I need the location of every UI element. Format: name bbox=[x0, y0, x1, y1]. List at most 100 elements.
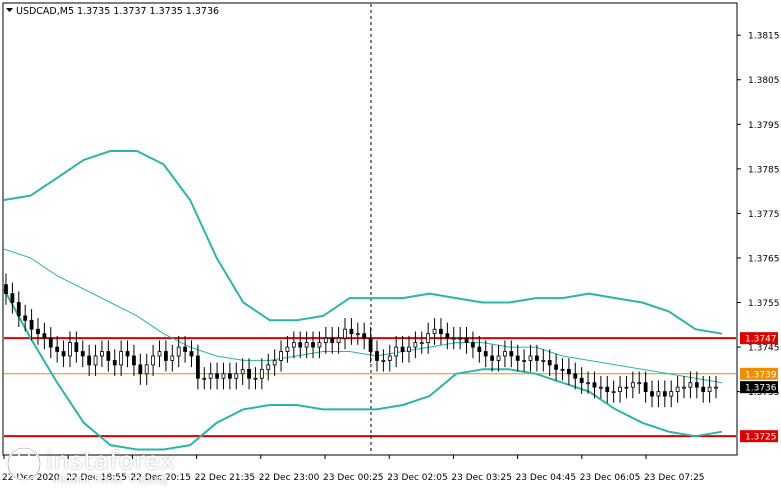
candle bbox=[4, 273, 8, 305]
candle bbox=[573, 362, 578, 390]
candle bbox=[132, 344, 136, 377]
candle bbox=[471, 331, 475, 359]
candle bbox=[10, 282, 15, 314]
bollinger-bands bbox=[3, 150, 723, 451]
candle bbox=[176, 335, 181, 368]
candle bbox=[55, 335, 60, 363]
price-label-bg-current bbox=[740, 381, 778, 394]
symbol-header: USDCAD,M5 1.3735 1.3737 1.3735 1.3736 bbox=[16, 6, 219, 17]
candle bbox=[707, 376, 712, 403]
candle bbox=[490, 344, 495, 372]
candle bbox=[304, 331, 309, 359]
candle bbox=[394, 335, 399, 368]
bollinger-middle-line bbox=[3, 248, 723, 384]
candles bbox=[4, 273, 718, 408]
candle bbox=[535, 344, 539, 372]
candle bbox=[656, 380, 661, 408]
candle bbox=[701, 376, 706, 403]
candle bbox=[483, 340, 488, 368]
price-labels: 1.3747 1.3739 1.3736 1.3725 bbox=[740, 332, 778, 443]
candle bbox=[477, 335, 482, 363]
candle bbox=[247, 358, 251, 390]
candle bbox=[586, 371, 590, 394]
candle bbox=[336, 327, 341, 354]
candle bbox=[496, 344, 501, 372]
candle bbox=[144, 353, 149, 385]
candle bbox=[240, 358, 245, 385]
candle bbox=[503, 340, 507, 368]
candle bbox=[675, 376, 680, 403]
candle bbox=[714, 376, 718, 399]
candle bbox=[189, 340, 194, 368]
candle bbox=[87, 344, 92, 377]
candle bbox=[419, 331, 424, 354]
y-tick-label: 1.3795 bbox=[748, 121, 780, 131]
candle bbox=[298, 331, 303, 359]
candle bbox=[682, 376, 686, 399]
star-sphere-logo-icon bbox=[6, 446, 42, 482]
candle bbox=[688, 371, 693, 399]
price-label-support: 1.3725 bbox=[745, 433, 777, 443]
x-tick-label: 22 Dec 21:35 bbox=[195, 473, 256, 483]
price-label-bg-middle bbox=[740, 367, 778, 380]
price-label-middle: 1.3739 bbox=[745, 370, 777, 380]
logo-name: instaforex bbox=[46, 446, 176, 475]
candle bbox=[164, 340, 168, 372]
candle bbox=[80, 340, 85, 368]
candle bbox=[637, 371, 642, 394]
candle bbox=[579, 367, 584, 394]
candle bbox=[624, 376, 629, 399]
y-tick-label: 1.3775 bbox=[748, 210, 780, 220]
candle bbox=[311, 331, 315, 359]
candle bbox=[343, 318, 347, 350]
candle bbox=[259, 358, 264, 390]
candle bbox=[387, 344, 392, 372]
candle bbox=[100, 340, 104, 368]
candle bbox=[618, 376, 622, 403]
candle bbox=[566, 358, 571, 385]
candle bbox=[560, 358, 565, 381]
candle bbox=[36, 318, 40, 345]
y-tick-label: 1.3755 bbox=[748, 299, 780, 309]
candle bbox=[112, 349, 117, 377]
candle bbox=[253, 367, 258, 390]
logo-tagline: Instant Forex Trading bbox=[52, 473, 168, 486]
candle bbox=[16, 291, 21, 328]
candle bbox=[605, 376, 610, 403]
candle bbox=[426, 322, 431, 354]
x-tick-label: 23 Dec 06:05 bbox=[580, 473, 641, 483]
candle bbox=[598, 376, 603, 399]
candle bbox=[323, 327, 328, 354]
candle bbox=[547, 349, 552, 377]
candle bbox=[528, 344, 533, 372]
candle bbox=[68, 331, 72, 368]
candle bbox=[23, 304, 28, 332]
header-triangle-icon bbox=[6, 8, 13, 12]
candle bbox=[432, 318, 437, 345]
candle bbox=[208, 362, 213, 390]
candle bbox=[445, 322, 450, 350]
candle bbox=[279, 340, 283, 372]
candle bbox=[125, 340, 130, 368]
candle bbox=[170, 344, 175, 372]
candle bbox=[381, 349, 386, 372]
x-tick-label: 23 Dec 04:45 bbox=[516, 473, 577, 483]
y-tick-label: 1.3785 bbox=[748, 165, 780, 175]
x-tick-label: 22 Dec 23:00 bbox=[259, 473, 320, 483]
y-tick-label: 1.3745 bbox=[748, 344, 780, 354]
candle bbox=[285, 335, 290, 363]
candle bbox=[630, 371, 635, 399]
price-label-bg-resistance bbox=[740, 332, 778, 345]
x-tick-label: 22 Dec 20:15 bbox=[130, 473, 191, 483]
candle bbox=[221, 362, 226, 390]
candle bbox=[407, 335, 411, 363]
candle bbox=[317, 331, 322, 359]
candle bbox=[48, 327, 53, 359]
logo: instaforex Instant Forex Trading bbox=[6, 444, 186, 488]
candle bbox=[157, 340, 162, 368]
candle bbox=[234, 362, 239, 390]
candle bbox=[515, 344, 520, 372]
x-tick-label: 23 Dec 02:05 bbox=[387, 473, 448, 483]
